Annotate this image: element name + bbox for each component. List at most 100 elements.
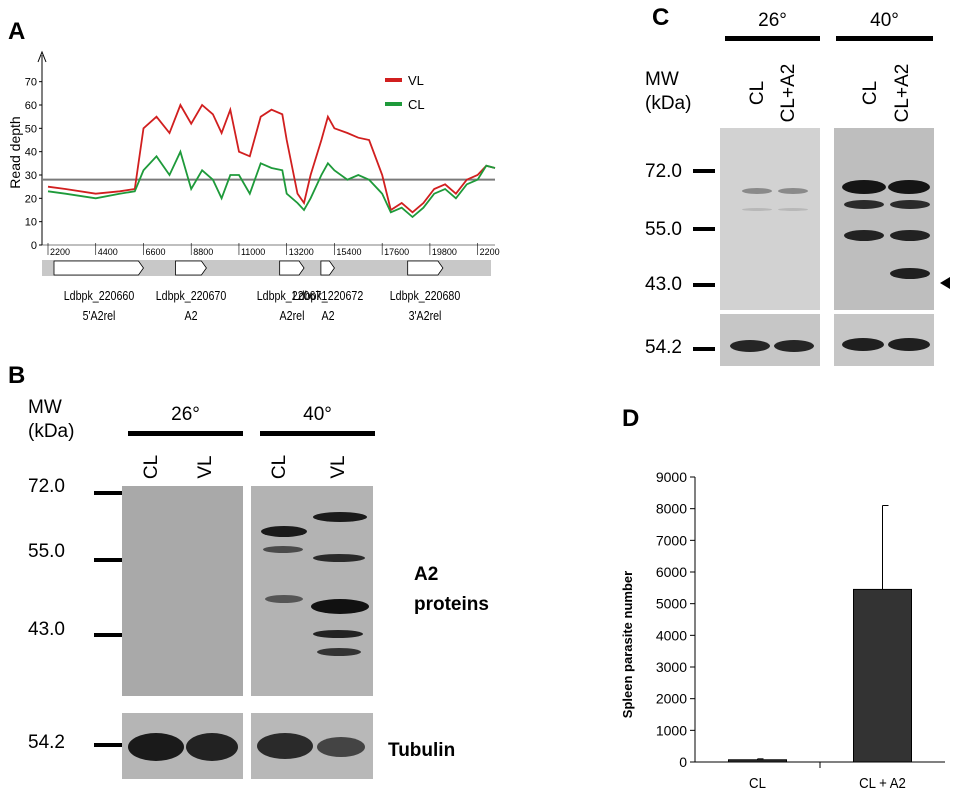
d-bar xyxy=(728,759,787,763)
a-gene-track xyxy=(42,260,491,276)
a-gene-id-label: Ldbpk_220680 xyxy=(390,288,461,303)
b-tubulin-blot-40 xyxy=(251,713,373,779)
b-tick-43 xyxy=(94,633,122,637)
a-y-axis-arrow xyxy=(37,50,47,63)
c-lane-4: CL+A2 xyxy=(892,63,913,123)
c-band xyxy=(890,268,930,279)
b-band xyxy=(186,733,238,761)
b-tubulin-blot-26 xyxy=(122,713,243,779)
c-mw-title-line2: (kDa) xyxy=(645,93,692,114)
b-tubulin-marker: 54.2 xyxy=(28,732,65,753)
b-bar-40 xyxy=(260,431,375,436)
b-mw-title-line2: (kDa) xyxy=(28,421,75,442)
c-tick-72 xyxy=(693,169,715,173)
c-bar-40 xyxy=(836,36,933,41)
c-bar-26 xyxy=(725,36,820,41)
c-blot-26 xyxy=(720,128,820,310)
d-category-label: CL + A2 xyxy=(859,774,906,791)
c-lane-3: CL xyxy=(860,80,881,106)
c-tubulin-marker: 54.2 xyxy=(645,337,682,358)
a-gene-name-label: 5'A2rel xyxy=(82,308,116,323)
a-gene-id-label: Ldbpk_220670 xyxy=(155,288,227,303)
c-band xyxy=(774,340,814,352)
a-gene-name-label: 3'A2rel xyxy=(408,308,442,323)
a-gene-arrow xyxy=(53,260,144,276)
a-x-tick-label: 4400 xyxy=(98,247,118,257)
a-y-tick-label: 10 xyxy=(25,217,37,229)
b-band xyxy=(257,733,313,759)
b-marker-43: 43.0 xyxy=(28,619,65,640)
c-tubulin-blot-26 xyxy=(720,314,820,366)
a-gene-name-label: A2 xyxy=(184,308,198,323)
a-y-tick-label: 70 xyxy=(25,77,37,89)
a-y-tick-label: 30 xyxy=(25,170,37,182)
a-x-tick-label: 11000 xyxy=(241,247,265,257)
b-temp-26: 26° xyxy=(171,404,200,425)
a-gene-name-label: A2 xyxy=(321,308,335,323)
b-tubulin-label: Tubulin xyxy=(388,740,456,761)
a-gene-arrow xyxy=(279,260,305,276)
c-marker-72: 72.0 xyxy=(645,161,682,182)
b-marker-55: 55.0 xyxy=(28,541,65,562)
b-band xyxy=(128,733,184,761)
a-y-tick-label: 20 xyxy=(25,193,37,205)
c-mw-title: MW (kDa) xyxy=(645,68,691,116)
d-y-tick-label: 7000 xyxy=(656,532,687,548)
b-tick-72 xyxy=(94,491,122,495)
c-marker-43: 43.0 xyxy=(645,274,682,295)
a-gene-name-label: A2rel xyxy=(279,308,305,323)
b-temp-40: 40° xyxy=(303,404,332,425)
b-band xyxy=(317,737,365,757)
a-x-tick-label: 6600 xyxy=(145,247,165,257)
b-mw-title: MW (kDa) xyxy=(28,396,74,444)
a-series-line-vl xyxy=(47,102,496,214)
c-tick-55 xyxy=(693,227,715,231)
c-band xyxy=(888,180,930,194)
a-gene-id-label: Ldbpk_220672 xyxy=(292,288,363,303)
c-band xyxy=(742,208,772,211)
a-x-tick-label: 13200 xyxy=(289,247,314,257)
c-band xyxy=(778,208,808,211)
d-y-tick-label: 3000 xyxy=(656,659,687,675)
d-y-tick-label: 4000 xyxy=(656,627,687,643)
c-band xyxy=(844,230,884,241)
b-mw-title-line1: MW xyxy=(28,397,62,418)
c-band xyxy=(890,230,930,241)
d-y-tick-label: 9000 xyxy=(656,469,687,485)
panel-d-label: D xyxy=(622,405,640,432)
a-gene-id-label: Ldbpk_220671 xyxy=(256,288,328,303)
a-y-tick-label: 40 xyxy=(25,147,37,159)
c-band xyxy=(842,180,886,194)
panel-a-label: A xyxy=(8,18,26,45)
a-x-tick-label: 2200 xyxy=(50,247,70,257)
a-gene-arrow xyxy=(407,260,444,276)
spleen-parasite-chart: 0 1000 2000 3000 4000 5000 6000 7000 8000 9000 Spl… xyxy=(620,469,945,791)
d-bar xyxy=(853,588,912,763)
b-bar-26 xyxy=(128,431,243,436)
a-x-tick-label: 17600 xyxy=(384,247,409,257)
c-marker-55: 55.0 xyxy=(645,219,682,240)
c-lane-1: CL xyxy=(747,80,768,106)
b-band xyxy=(311,599,369,614)
b-band xyxy=(263,546,303,553)
c-temp-26: 26° xyxy=(758,10,787,31)
a-y-tick-label: 0 xyxy=(31,240,37,252)
d-y-axis-label: Spleen parasite number xyxy=(620,571,635,718)
a-series-line-cl xyxy=(47,149,496,219)
c-band xyxy=(742,188,772,194)
c-lane-2: CL+A2 xyxy=(778,63,799,123)
c-band xyxy=(842,338,884,351)
a-y-tick-label: 50 xyxy=(25,123,37,135)
a-gene-id-label: Ldbpk_220660 xyxy=(63,288,135,303)
b-band xyxy=(313,630,363,638)
b-band xyxy=(313,554,365,562)
b-tick-55 xyxy=(94,558,122,562)
b-band xyxy=(317,648,361,656)
a-x-tick-label: 19800 xyxy=(432,247,457,257)
c-tick-54 xyxy=(693,347,715,351)
c-band xyxy=(890,200,930,209)
read-depth-chart: 0 10 20 30 40 50 60 70 Read depth 2200 4400 6600 880… xyxy=(7,50,500,276)
b-band xyxy=(261,526,307,537)
b-blot-40 xyxy=(251,486,373,696)
a-x-tick-label: 22000 xyxy=(480,247,500,257)
